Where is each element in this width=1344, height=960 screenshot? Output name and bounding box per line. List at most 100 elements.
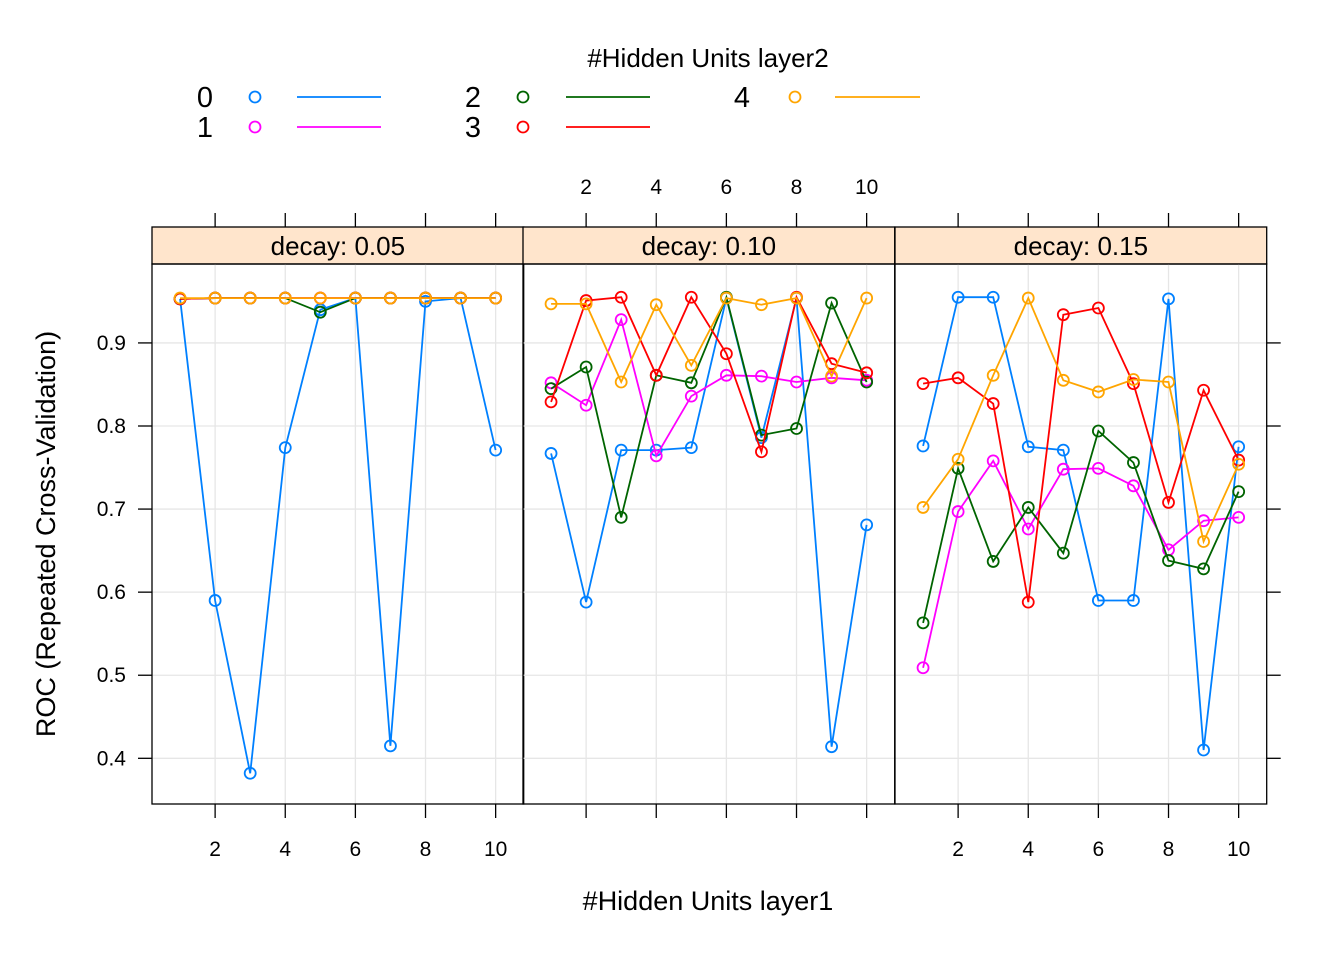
data-point [1162,375,1175,389]
data-point [825,369,838,383]
data-point [614,443,628,457]
data-point [684,358,698,372]
data-point [755,298,768,312]
bottom-x-tick-label: 2 [952,838,964,861]
data-point [1127,594,1140,607]
data-point [649,368,663,382]
strip-background [522,226,896,265]
data-point [649,449,663,463]
data-point [419,291,432,305]
data-point [614,313,628,327]
data-point [579,360,593,374]
data-point [489,443,503,457]
data-point [348,291,362,305]
legend-point-marker [248,120,262,134]
series-3 [916,301,1246,609]
data-point [313,291,327,305]
bottom-x-tick-label: 6 [350,838,362,861]
data-point [719,368,733,382]
data-point [614,290,628,304]
data-point [1197,383,1210,397]
top-x-tick-label: 2 [580,176,592,199]
data-point [1197,562,1210,576]
panel-frame [522,263,896,805]
data-point [755,445,768,459]
data-point [825,296,838,310]
bottom-x-tick-label: 10 [1227,838,1250,861]
data-point [986,368,1000,382]
series-line [922,429,1240,624]
data-point [1197,743,1210,757]
data-point [614,510,628,524]
data-point [755,369,768,383]
data-point [544,395,558,409]
bottom-x-tick-label: 8 [1163,838,1175,861]
data-point [243,766,257,780]
data-point [1127,479,1140,493]
x-axis-title: #Hidden Units layer1 [583,886,834,916]
legend: #Hidden Units layer2 01 23 4 [197,43,920,144]
data-point [1232,510,1246,524]
data-point [1056,546,1070,560]
panel-frame [894,263,1268,805]
data-point [951,505,965,518]
data-point [860,366,874,380]
data-point [384,291,397,305]
legend-entry-4: 4 [734,82,920,114]
data-point [1127,373,1140,386]
data-point [1021,501,1035,514]
data-point [1021,291,1035,305]
data-point [419,294,432,308]
data-point [614,375,628,389]
data-point [860,375,874,389]
data-point [243,291,257,305]
panel-1: decay: 0.05 [151,226,525,805]
top-x-tick-label: 10 [855,176,878,199]
data-point [579,297,593,311]
data-point [1232,457,1246,471]
data-point [1232,440,1246,454]
data-point [278,291,292,305]
data-point [986,555,1000,568]
data-point [916,616,930,630]
data-point [951,290,965,304]
series-1 [916,454,1246,675]
data-point [173,291,187,305]
data-point [719,347,733,361]
data-point [1021,595,1035,609]
series-line [550,294,867,456]
data-point [579,595,593,609]
y-tick-label: 0.4 [97,747,127,770]
legend-label: 4 [734,82,750,114]
data-point [790,291,803,305]
data-point [489,291,503,305]
y-tick-label: 0.5 [97,664,126,687]
data-point [208,291,222,305]
data-point [1056,308,1070,322]
series-line [551,297,868,385]
data-point [986,290,1000,304]
series-line [180,297,496,314]
data-point [1197,535,1210,548]
legend-point-marker [788,90,802,104]
legend-point-marker [248,90,262,104]
panel-3: decay: 0.15 [894,226,1268,805]
series-line [550,316,867,459]
bottom-x-tick-label: 10 [484,838,507,861]
strip-background [894,226,1268,265]
data-point [1056,443,1070,457]
top-axis: 2 4 6 8 10 [214,176,1240,227]
data-point [1056,462,1070,476]
legend-point-marker [516,120,530,134]
data-point [544,297,558,311]
series-line [550,294,868,518]
legend-entry-1: 1 [197,112,381,144]
data-point [684,290,698,304]
bottom-x-tick-label: 8 [420,838,432,861]
grid [895,264,1267,804]
data-point [951,371,965,385]
data-point [916,439,930,453]
bottom-axis: 2 4 6 8 10 2 4 6 8 10 [209,804,1250,861]
data-point [1091,385,1105,399]
